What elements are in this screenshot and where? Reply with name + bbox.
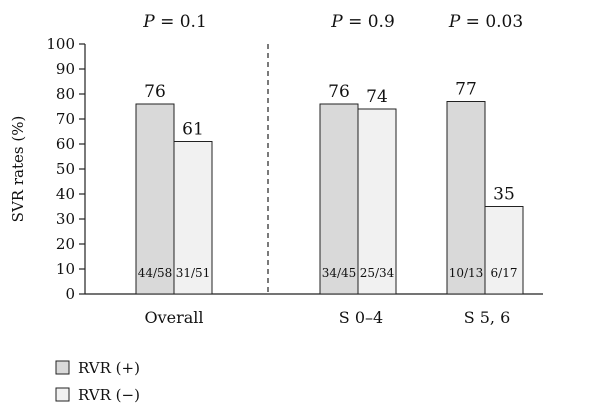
y-tick-label: 20 xyxy=(56,235,75,253)
fraction-label: 44/58 xyxy=(138,266,173,280)
value-label: 76 xyxy=(144,82,166,102)
p-value: = 0.1 xyxy=(155,12,207,32)
value-label: 74 xyxy=(366,87,388,107)
category-label: S 0–4 xyxy=(339,308,383,327)
p-symbol: P xyxy=(330,12,343,32)
category-label: S 5, 6 xyxy=(464,308,511,327)
category-label: Overall xyxy=(144,308,203,327)
p-value-label: P = 0.1 xyxy=(142,12,207,32)
legend-label: RVR (−) xyxy=(78,386,140,404)
y-tick-label: 10 xyxy=(56,260,75,278)
y-tick-label: 90 xyxy=(56,60,75,78)
fraction-label: 6/17 xyxy=(491,266,518,280)
y-tick-label: 40 xyxy=(56,185,75,203)
value-label: 76 xyxy=(328,82,350,102)
y-tick-label: 0 xyxy=(65,285,75,303)
p-value: = 0.9 xyxy=(343,12,395,32)
value-label: 35 xyxy=(493,185,515,205)
y-tick-label: 100 xyxy=(46,35,75,53)
bar xyxy=(485,207,523,295)
value-label: 61 xyxy=(182,120,204,140)
value-label: 77 xyxy=(455,80,477,100)
y-tick-label: 60 xyxy=(56,135,75,153)
fraction-label: 10/13 xyxy=(449,266,484,280)
y-tick-label: 30 xyxy=(56,210,75,228)
y-tick-label: 70 xyxy=(56,110,75,128)
p-value: = 0.03 xyxy=(460,12,523,32)
p-symbol: P xyxy=(448,12,461,32)
legend-swatch xyxy=(56,388,69,401)
fraction-label: 25/34 xyxy=(360,266,395,280)
y-tick-label: 50 xyxy=(56,160,75,178)
y-axis-title: SVR rates (%) xyxy=(9,116,27,223)
p-symbol: P xyxy=(142,12,155,32)
p-value-label: P = 0.9 xyxy=(330,12,395,32)
legend-label: RVR (+) xyxy=(78,359,140,377)
legend-swatch xyxy=(56,361,69,374)
fraction-label: 31/51 xyxy=(176,266,211,280)
p-value-label: P = 0.03 xyxy=(448,12,523,32)
y-tick-label: 80 xyxy=(56,85,75,103)
fraction-label: 34/45 xyxy=(322,266,357,280)
legend: RVR (+) RVR (−) xyxy=(56,359,140,404)
